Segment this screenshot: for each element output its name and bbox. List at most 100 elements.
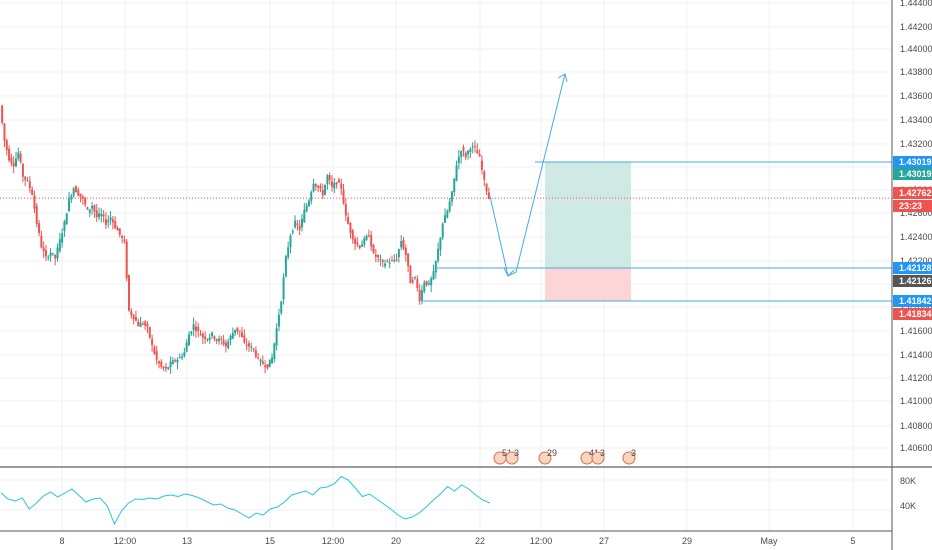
candle [485,183,488,192]
candle [93,205,96,212]
trade-drawings[interactable] [0,73,892,302]
candle [211,332,214,337]
price-tag-label: 1.41834 [899,309,932,319]
time-tick-label: 12:00 [530,536,553,546]
candle [197,326,200,331]
candle [395,259,398,261]
candle [183,351,186,357]
time-tick-label: 12:00 [322,536,345,546]
take-profit-zone[interactable] [545,162,631,268]
candle [471,146,474,148]
candle [347,217,350,224]
candle [38,223,41,234]
price-tag [893,187,932,199]
time-tick-label: 22 [475,536,485,546]
candle [314,183,317,187]
candle [310,192,313,202]
candle [333,183,336,189]
event-flag-icon[interactable] [622,451,636,465]
stop-loss-zone[interactable] [545,268,631,301]
candle [74,186,77,193]
candle [457,156,460,164]
time-tick-label: 29 [682,536,692,546]
candle [321,190,324,196]
candle [282,277,285,300]
candle [275,328,278,346]
candle [280,301,283,313]
price-tag-label: 1.43019 [899,157,932,167]
candle [446,211,449,218]
candle [397,249,400,258]
candle [72,188,75,196]
candle [384,263,387,267]
candlestick-series [1,104,490,374]
candle [241,332,244,337]
time-axis[interactable]: 8 12:00 13 15 12:00 20 22 12:00 27 29 May 5 [59,536,855,546]
candle [84,198,87,205]
price-tag-label: 1.42762 [899,188,932,198]
candle [185,342,188,352]
candle [400,240,403,248]
candle [379,259,382,261]
candle [351,230,354,240]
candle [386,261,389,263]
event-markers[interactable]: 513294133 [493,448,636,465]
candle [243,335,246,343]
candle [358,245,361,249]
candle [273,343,276,360]
candle [146,323,149,327]
candle [139,322,142,327]
price-axis[interactable]: 1.44400 1.44200 1.44000 1.43800 1.43600 1.434… [900,0,932,511]
candle [199,334,202,336]
candle [26,180,29,182]
candle [68,197,71,212]
projection-path[interactable] [489,73,566,277]
price-tick-label: 1.43400 [900,115,932,125]
candle [51,253,54,255]
candle [464,152,467,158]
candle [294,220,297,228]
candle [289,235,292,247]
candle [213,336,216,340]
time-tick-label: 5 [850,536,855,546]
candle [178,357,181,359]
candle [54,254,57,259]
candle [220,338,223,340]
candle [8,148,11,161]
candle [483,171,486,180]
candle [372,244,375,253]
event-count-label: 3 [631,448,636,458]
candle [409,265,412,284]
candle [3,123,6,141]
price-tick-label: 1.43200 [900,139,932,149]
candle [125,241,128,279]
candle [434,260,437,273]
event-count-label: 3 [600,448,605,458]
price-tag [893,156,932,168]
price-tag [893,275,932,287]
oscillator-line [0,475,491,526]
event-flag-icon[interactable] [538,451,552,465]
candle [354,238,357,244]
candle [58,239,61,252]
candle [167,367,170,370]
oscillator-tick-label: 40K [900,501,916,511]
event-flag-icon[interactable] [505,451,519,465]
price-tags: 1.43019 1.43019 1.42762 23:23 1.42128 1.42126… [893,156,932,320]
price-tag [893,308,932,320]
candle [42,247,45,252]
candle [121,236,124,239]
candle [215,339,218,342]
event-flag-icon[interactable] [591,451,605,465]
candle [284,256,287,277]
candle [266,364,269,369]
candle [130,311,133,316]
candle [116,227,119,231]
candle [388,262,391,264]
event-count-label: 29 [547,448,557,458]
candle [344,204,347,216]
volume-oscillator [0,475,491,526]
candle [86,207,89,210]
candle [335,182,338,185]
